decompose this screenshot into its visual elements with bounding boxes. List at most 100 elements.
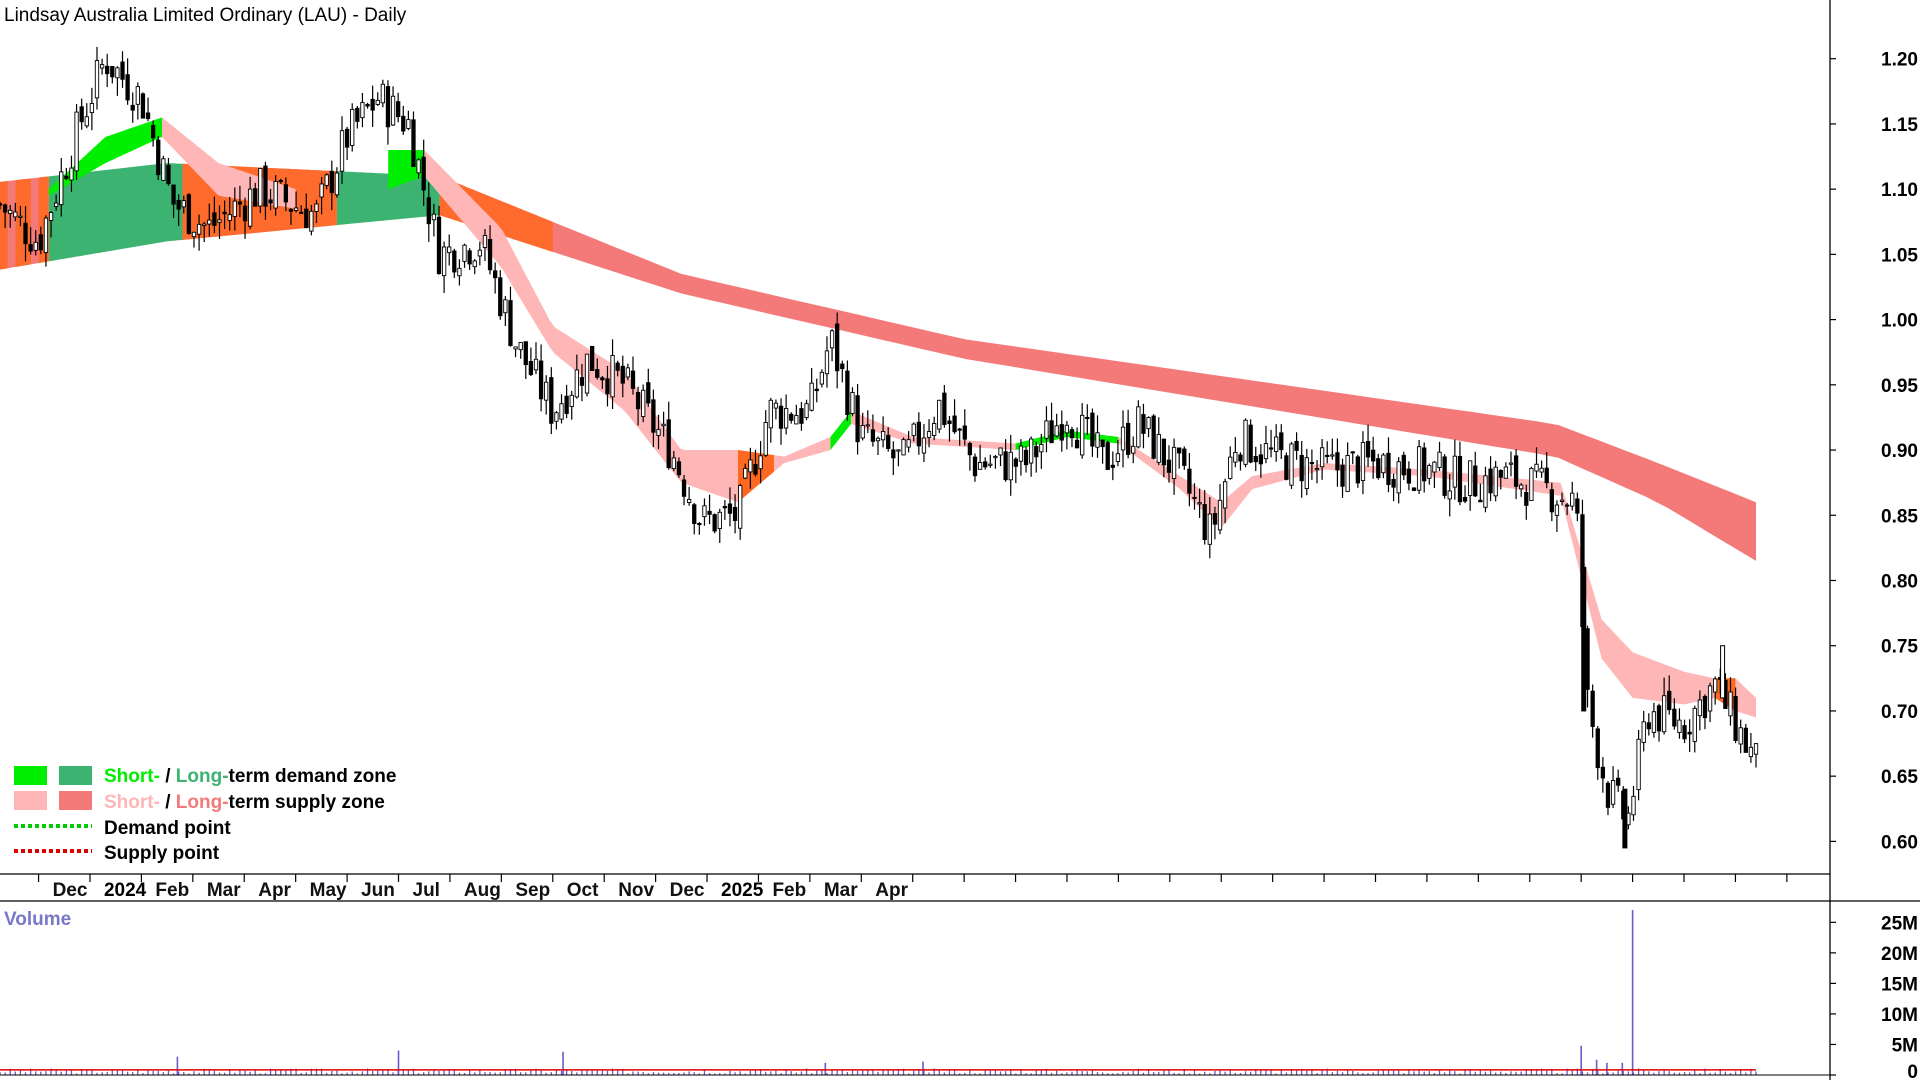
candle-body: [1365, 440, 1371, 458]
volume-tick-label: 0: [1907, 1062, 1918, 1080]
candle-body: [845, 370, 850, 416]
candle-body: [1534, 463, 1539, 472]
candle-body: [1028, 438, 1034, 464]
candle-body: [426, 197, 431, 225]
candle-body: [1314, 468, 1320, 471]
candle-body: [676, 461, 682, 476]
candle-body: [824, 350, 830, 375]
candle-body: [1605, 782, 1611, 808]
candle-body: [1136, 406, 1141, 448]
legend-supply-suffix: term supply zone: [229, 792, 385, 813]
candle-body: [692, 504, 697, 525]
legend-demand-point: Demand point: [104, 818, 231, 839]
candle-body: [865, 424, 870, 427]
candle-body: [273, 180, 278, 209]
candle-body: [375, 99, 380, 105]
candle-body: [436, 216, 442, 275]
volume-tick-label: 10M: [1881, 1005, 1918, 1026]
candle-body: [1677, 719, 1682, 733]
candle-body: [1008, 451, 1013, 481]
candle-body: [574, 369, 579, 398]
candle-body: [1059, 424, 1064, 441]
zone-overlap-1: [15, 178, 31, 267]
candle-body: [1039, 443, 1044, 453]
candle-body: [814, 388, 819, 392]
price-tick-label: 0.90: [1881, 441, 1918, 462]
candle-body: [921, 437, 927, 454]
candle-body: [1141, 414, 1146, 434]
candle-body: [1595, 728, 1600, 769]
candle-body: [722, 506, 728, 509]
legend-long-label: Long-: [176, 766, 229, 787]
candle-body: [462, 244, 467, 262]
candle-body: [605, 378, 610, 395]
candle-body: [1376, 458, 1381, 479]
candle-body: [850, 392, 855, 414]
notable-candle-body-2: [1720, 645, 1726, 699]
candle-body: [1748, 746, 1754, 758]
candle-body: [549, 377, 554, 424]
candle-body: [1437, 451, 1442, 468]
candle-body: [875, 437, 881, 442]
candle-body: [1340, 464, 1345, 487]
candle-body: [18, 215, 23, 218]
price-tick-label: 0.95: [1881, 376, 1918, 397]
candle-body: [1166, 459, 1172, 473]
candle-body: [207, 219, 212, 225]
candle-body: [48, 212, 54, 221]
legend-swatch-short-demand: [14, 766, 47, 785]
candle-body: [748, 459, 753, 473]
candle-body: [477, 249, 482, 257]
candle-body: [1427, 465, 1432, 479]
candle-body: [901, 439, 906, 456]
candle-body: [671, 457, 676, 470]
candle-body: [1115, 453, 1121, 462]
candle-body: [615, 362, 620, 371]
candle-body: [1263, 443, 1269, 460]
candle-body: [482, 235, 488, 248]
candle-body: [309, 210, 314, 232]
candle-body: [1483, 475, 1488, 508]
candle-body: [1197, 502, 1202, 505]
candle-body: [487, 239, 493, 271]
candle-body: [1422, 447, 1427, 482]
candle-body: [110, 66, 115, 78]
candle-body: [1289, 443, 1294, 486]
candle-body: [646, 382, 651, 404]
candle-body: [222, 211, 227, 215]
candle-body: [983, 461, 988, 468]
candle-body: [860, 425, 865, 439]
candle-body: [1233, 451, 1238, 463]
candle-body: [1110, 464, 1115, 468]
candle-body: [283, 184, 289, 203]
candle-body: [1177, 447, 1182, 454]
candle-body: [99, 64, 105, 69]
candle-body: [324, 174, 329, 186]
candle-body: [712, 514, 717, 532]
price-tick-label: 0.70: [1881, 702, 1918, 723]
legend-short-label: Short-: [104, 766, 160, 787]
candle-body: [1524, 491, 1529, 506]
date-tick-label: 2025: [721, 880, 764, 901]
candle-body: [1274, 436, 1279, 452]
candle-body: [1738, 727, 1743, 745]
candle-body: [1003, 451, 1008, 481]
candle-body: [447, 246, 452, 254]
candle-body: [140, 93, 146, 119]
candle-body: [635, 391, 641, 410]
candle-body: [600, 377, 605, 381]
candle-body: [589, 345, 595, 372]
candle-body: [1646, 722, 1651, 730]
candle-body: [1513, 455, 1519, 487]
candle-body: [191, 231, 197, 238]
date-tick-label: Feb: [772, 880, 806, 901]
candle-body: [1687, 731, 1692, 735]
candle-body: [1268, 447, 1274, 450]
candle-body: [115, 67, 120, 79]
legend-long-label-2: Long-: [176, 792, 229, 813]
candle-body: [942, 392, 947, 425]
price-tick-label: 1.05: [1881, 245, 1918, 266]
candle-body: [1034, 446, 1039, 458]
candle-body: [181, 200, 186, 208]
candle-body: [926, 431, 932, 438]
